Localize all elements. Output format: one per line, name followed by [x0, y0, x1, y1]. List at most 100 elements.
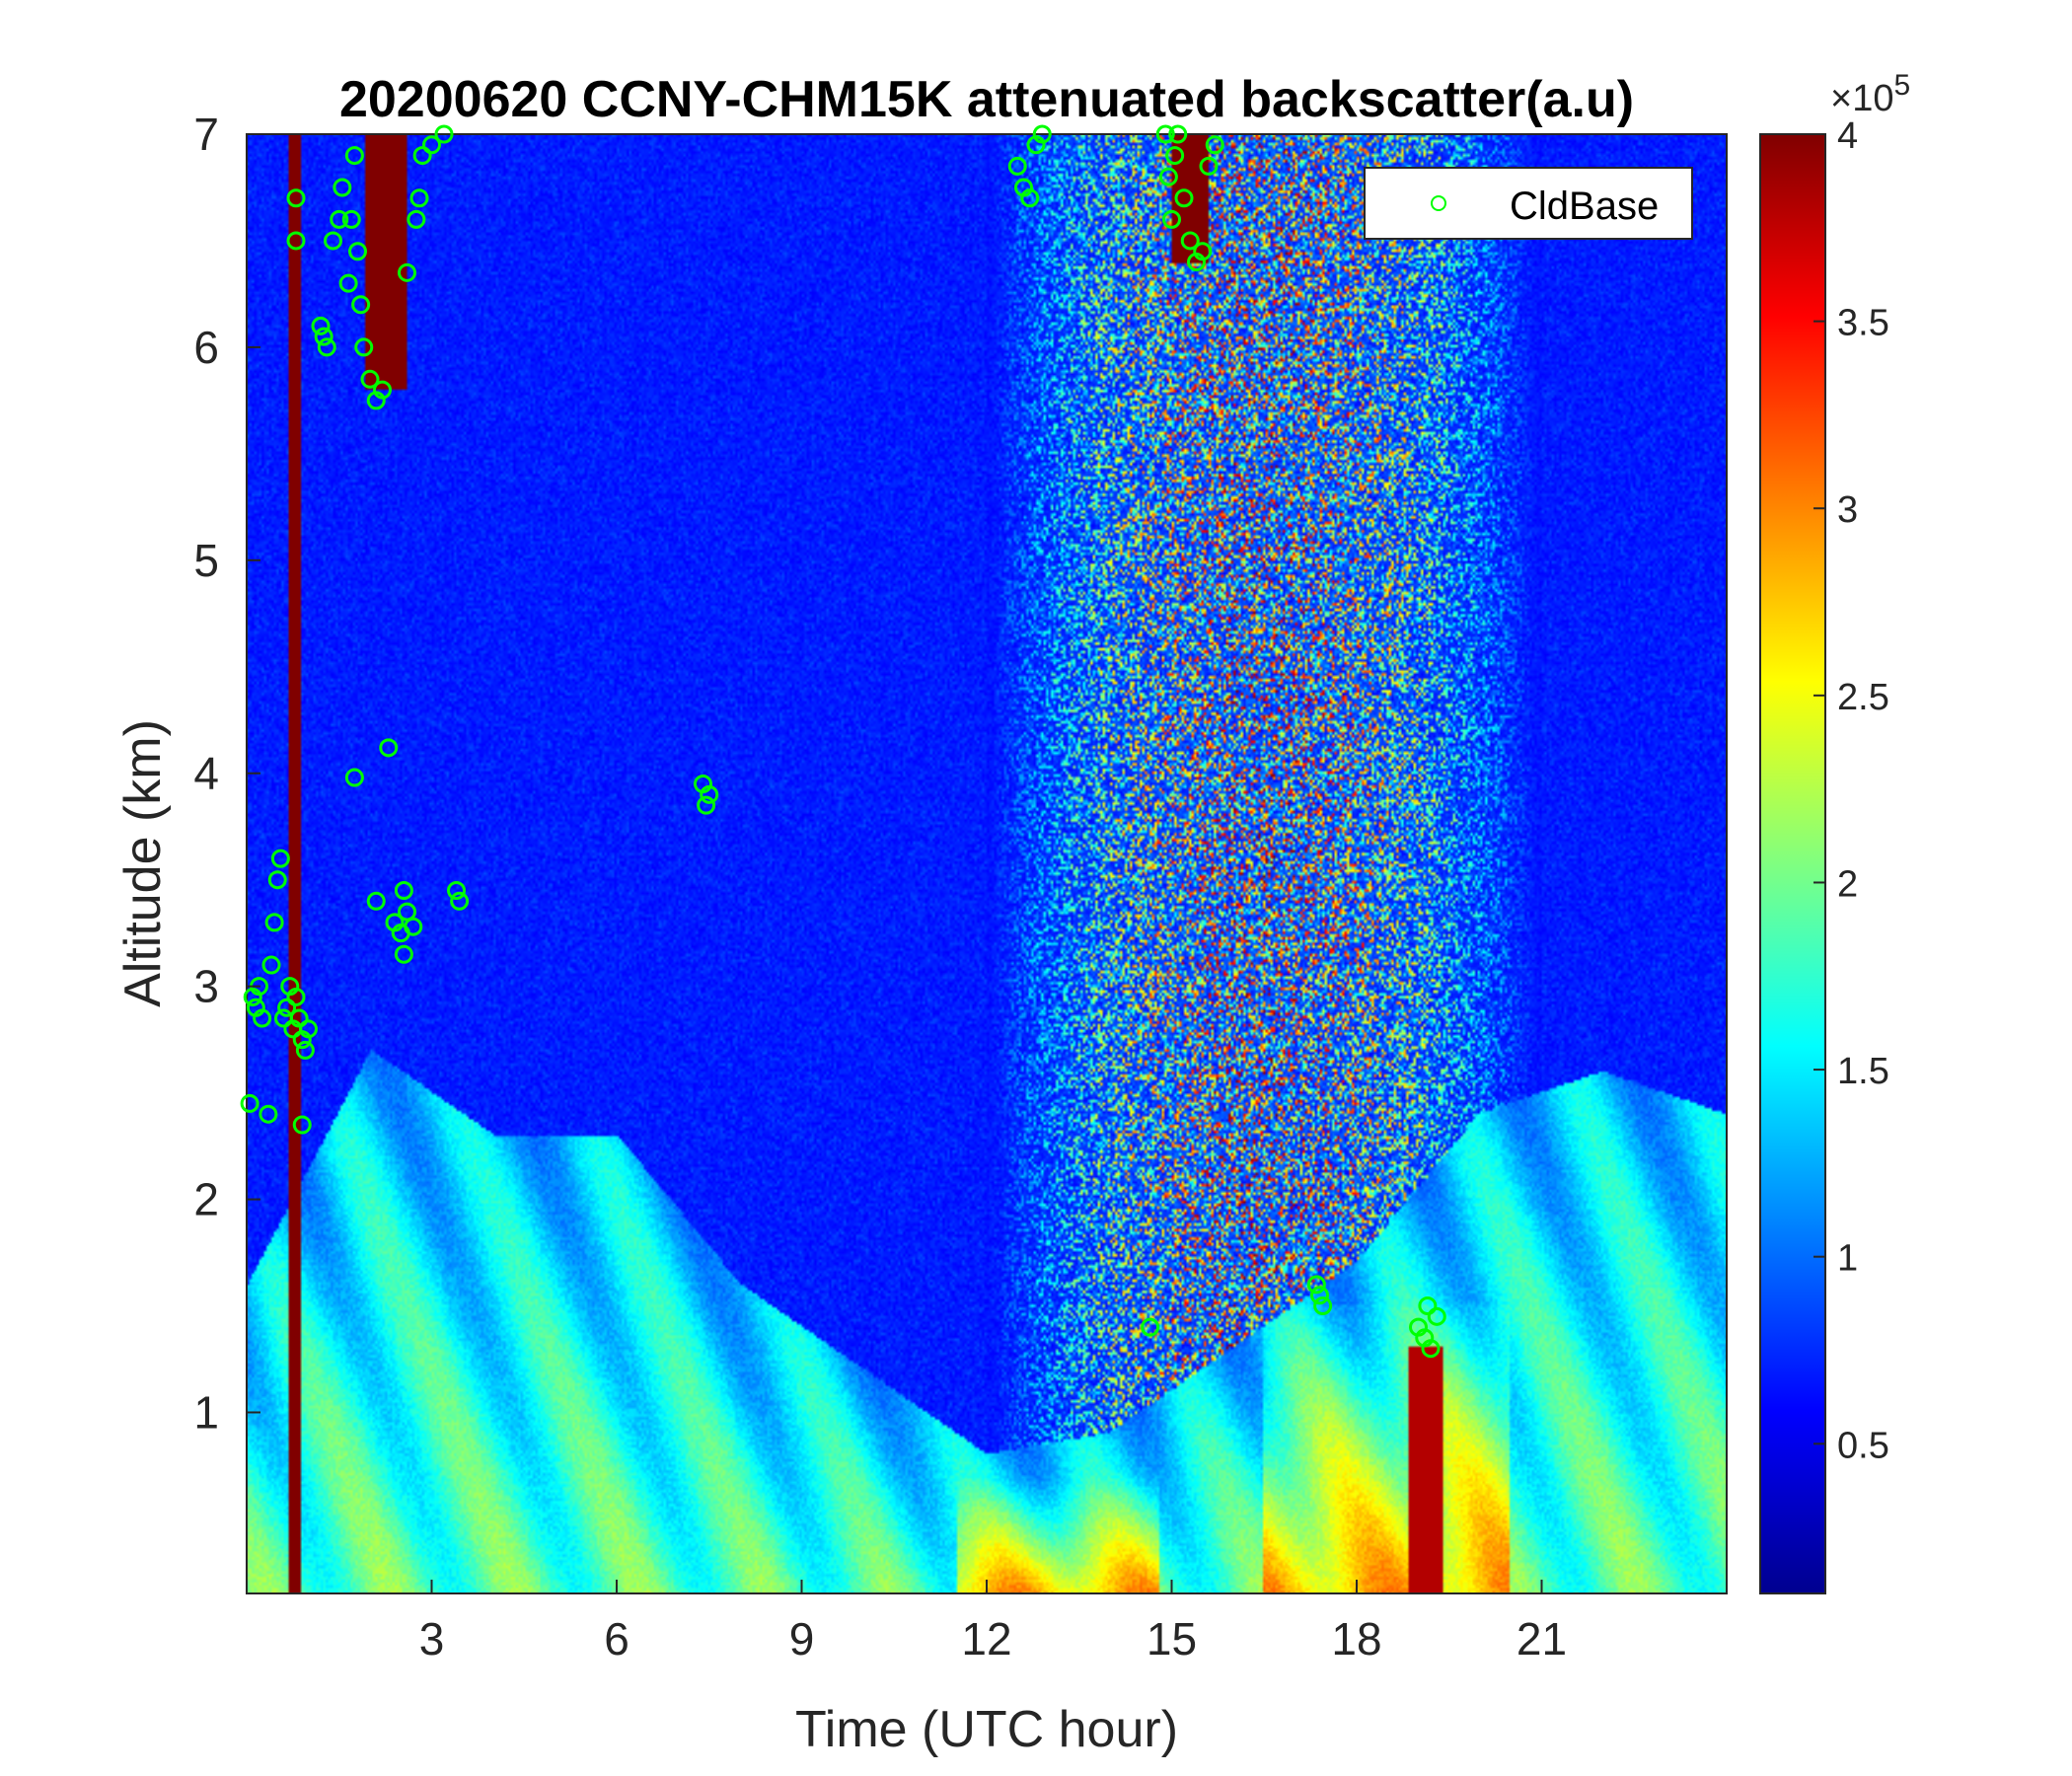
cloud-base-marker — [299, 1019, 318, 1039]
cloud-base-marker — [286, 987, 306, 1006]
cloud-base-marker — [289, 1008, 309, 1028]
y-tick-label: 2 — [193, 1174, 219, 1225]
colorbar-exponent: ×105 — [1830, 69, 1910, 119]
cloud-base-marker — [409, 188, 429, 208]
cloud-base-marker — [1141, 1317, 1160, 1337]
cloud-base-marker — [1193, 242, 1213, 261]
cloud-base-marker — [295, 1040, 315, 1060]
cloud-base-marker — [1421, 1339, 1441, 1359]
plot-area — [246, 133, 1728, 1594]
cloud-base-marker — [1310, 1286, 1329, 1305]
x-tick-label: 21 — [1517, 1613, 1567, 1665]
cloud-base-marker — [360, 369, 380, 389]
cloud-base-marker — [700, 784, 719, 804]
x-tick-label: 9 — [789, 1613, 815, 1665]
cloud-base-marker — [286, 231, 306, 251]
cloud-base-marker — [351, 295, 371, 315]
cloud-base-marker — [259, 1104, 278, 1124]
y-tick-label: 3 — [193, 961, 219, 1012]
legend-label-cldbase: CldBase — [1510, 185, 1659, 228]
cloud-base-marker — [1168, 124, 1188, 144]
cloud-base-marker — [379, 738, 399, 758]
cloud-base-marker — [1174, 188, 1194, 208]
cloud-base-marker — [407, 209, 426, 229]
cloud-base-marker — [344, 146, 364, 166]
cloud-base-marker — [1007, 156, 1027, 176]
cloud-base-marker — [286, 188, 306, 208]
cloud-base-marker — [270, 849, 290, 868]
cloud-base-marker — [267, 870, 287, 890]
cloud-base-marker — [1306, 1275, 1326, 1295]
cloud-base-marker — [314, 327, 333, 346]
cloud-base-marker — [333, 178, 352, 197]
cloud-base-marker — [317, 337, 336, 357]
colorbar-tick-label: 2 — [1837, 863, 1858, 905]
cloud-base-marker — [412, 146, 432, 166]
colorbar: ×105 — [1759, 69, 1910, 1594]
colorbar-tick-label: 3.5 — [1837, 303, 1889, 344]
cloud-base-marker — [1199, 156, 1219, 176]
cloud-base-marker — [324, 231, 342, 251]
colorbar-exponent-power: 5 — [1893, 69, 1910, 102]
cloud-base-marker — [292, 1115, 312, 1135]
x-tick-label: 6 — [604, 1613, 629, 1665]
legend: CldBase — [1364, 167, 1693, 240]
cloud-base-marker — [344, 768, 364, 787]
cloud-base-marker — [264, 913, 284, 932]
cloud-base-marker — [348, 242, 367, 261]
cloud-base-marker — [341, 209, 361, 229]
x-tick-label: 3 — [419, 1613, 445, 1665]
cloud-base-marker — [373, 380, 392, 400]
cloud-base-marker — [394, 880, 413, 900]
colorbar-tick-label: 1.5 — [1837, 1051, 1889, 1092]
cloud-base-marker — [1427, 1306, 1446, 1326]
colorbar-gradient — [1759, 133, 1826, 1594]
cloud-base-marker — [253, 1008, 272, 1028]
colorbar-tick-label: 3 — [1837, 489, 1858, 531]
cloud-base-marker — [447, 880, 466, 900]
cloud-base-marker — [394, 944, 413, 964]
cloud-base-marker — [1313, 1296, 1333, 1316]
cloud-base-marker — [1158, 167, 1178, 186]
cloud-base-marker — [1032, 124, 1052, 144]
cloud-base-marker — [450, 891, 470, 911]
chart-title: 20200620 CCNY-CHM15K attenuated backscat… — [339, 71, 1634, 128]
x-tick-label: 12 — [961, 1613, 1011, 1665]
cloud-base-marker — [1418, 1296, 1438, 1316]
cloud-base-marker — [261, 955, 281, 975]
cloud-base-marker — [366, 891, 386, 911]
legend-box — [1364, 167, 1693, 240]
cloud-base-marker — [338, 273, 358, 293]
cloud-base-marker — [240, 1093, 259, 1113]
cloud-base-markers — [240, 124, 1446, 1359]
x-tick-label: 15 — [1147, 1613, 1197, 1665]
y-axis-label: Altitude (km) — [114, 719, 172, 1007]
cloud-base-marker — [1162, 209, 1181, 229]
cloud-base-marker — [404, 917, 423, 936]
cloud-base-marker — [697, 795, 716, 815]
cloud-base-marker — [1020, 188, 1040, 208]
colorbar-ticks: 0.5 1 1.5 2 2.5 3 3.5 4 — [1813, 115, 1889, 1466]
legend-marker-cldbase — [1431, 195, 1446, 211]
colorbar-tick-label: 1 — [1837, 1238, 1858, 1280]
colorbar-tick-label: 0.5 — [1837, 1425, 1889, 1466]
cloud-base-marker — [1180, 231, 1200, 251]
x-tick-label: 18 — [1331, 1613, 1381, 1665]
backscatter-heatmap — [247, 134, 1727, 1593]
colorbar-tick-label: 2.5 — [1837, 677, 1889, 718]
colorbar-tick-label: 4 — [1837, 115, 1858, 157]
cloud-base-marker — [398, 262, 416, 282]
cloud-base-marker — [311, 316, 331, 335]
cloud-base-marker — [277, 998, 297, 1017]
y-tick-label: 4 — [193, 748, 219, 799]
cloud-base-marker — [354, 337, 374, 357]
cloud-base-marker — [434, 124, 454, 144]
cloud-base-marker — [1205, 135, 1224, 155]
y-tick-label: 7 — [193, 109, 219, 160]
x-axis-label: Time (UTC hour) — [795, 1701, 1178, 1758]
cloud-base-marker — [422, 135, 441, 155]
cloud-base-marker — [1165, 146, 1185, 166]
y-tick-label: 1 — [193, 1386, 219, 1438]
